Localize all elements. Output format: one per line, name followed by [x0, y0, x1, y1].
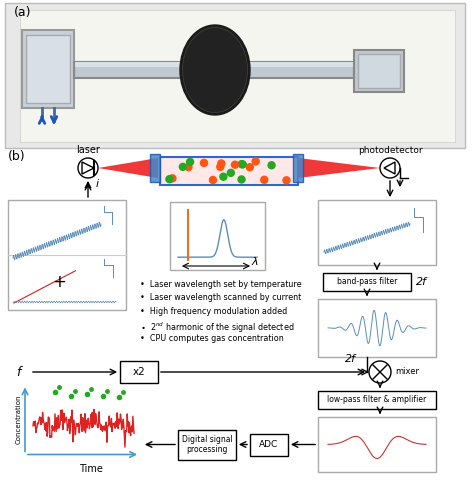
Bar	[170, 202, 265, 270]
Text: 2f: 2f	[416, 277, 427, 287]
Circle shape	[201, 160, 208, 166]
Text: ADC: ADC	[259, 440, 279, 449]
Text: i: i	[96, 179, 99, 189]
Text: Digital signal
processing: Digital signal processing	[182, 435, 232, 454]
Bar	[74, 62, 354, 67]
Text: •  Laser wavelength set by temperature: • Laser wavelength set by temperature	[140, 280, 301, 289]
Text: photodetector: photodetector	[358, 146, 422, 155]
Bar	[318, 200, 436, 265]
Bar	[318, 299, 436, 357]
Bar	[5, 3, 465, 148]
Circle shape	[246, 164, 253, 170]
Text: $\bullet$  $2^{nd}$ harmonic of the signal detected: $\bullet$ $2^{nd}$ harmonic of the signa…	[140, 320, 294, 335]
Circle shape	[169, 175, 176, 182]
Circle shape	[238, 160, 245, 168]
Circle shape	[261, 176, 268, 184]
Bar	[358, 54, 400, 88]
Circle shape	[220, 173, 227, 180]
Text: λ: λ	[252, 257, 258, 267]
Text: f: f	[16, 366, 20, 379]
Text: Time: Time	[79, 464, 102, 473]
Polygon shape	[98, 158, 158, 178]
Circle shape	[231, 161, 238, 168]
Circle shape	[217, 164, 224, 170]
Text: laser: laser	[76, 145, 100, 155]
Ellipse shape	[180, 25, 250, 115]
Text: mixer: mixer	[395, 368, 419, 376]
Text: (b): (b)	[8, 150, 26, 163]
Text: •  Laser wavelength scanned by current: • Laser wavelength scanned by current	[140, 294, 301, 302]
Circle shape	[210, 176, 217, 184]
Circle shape	[166, 176, 173, 182]
Text: •  High frequency modulation added: • High frequency modulation added	[140, 307, 287, 316]
Bar	[354, 50, 404, 92]
Bar	[22, 30, 74, 108]
Bar	[8, 200, 126, 310]
Bar	[150, 154, 160, 182]
Circle shape	[187, 158, 193, 166]
Text: low-pass filter & amplifier: low-pass filter & amplifier	[328, 396, 427, 404]
Text: +: +	[52, 273, 66, 291]
Bar	[120, 361, 158, 383]
Bar	[318, 417, 436, 472]
Circle shape	[283, 177, 290, 184]
Circle shape	[252, 158, 259, 165]
Bar	[293, 154, 303, 182]
Circle shape	[218, 160, 225, 167]
Bar	[178, 430, 236, 460]
Text: 2f: 2f	[345, 354, 356, 364]
Text: Concentration: Concentration	[16, 395, 22, 444]
Text: x2: x2	[133, 367, 146, 377]
Polygon shape	[298, 158, 380, 178]
Bar	[20, 10, 455, 142]
Circle shape	[238, 176, 245, 183]
Circle shape	[179, 164, 186, 170]
Text: •  CPU computes gas concentration: • CPU computes gas concentration	[140, 334, 284, 343]
Bar	[160, 157, 298, 185]
Text: band-pass filter: band-pass filter	[337, 278, 397, 286]
Ellipse shape	[182, 28, 247, 112]
Circle shape	[228, 170, 234, 176]
Text: (a): (a)	[14, 6, 31, 19]
Circle shape	[268, 162, 275, 168]
Bar	[250, 434, 288, 456]
Circle shape	[185, 164, 192, 170]
Bar	[318, 391, 436, 409]
Bar	[323, 273, 411, 291]
Bar	[74, 62, 354, 78]
Bar	[26, 35, 70, 103]
Circle shape	[239, 161, 246, 168]
